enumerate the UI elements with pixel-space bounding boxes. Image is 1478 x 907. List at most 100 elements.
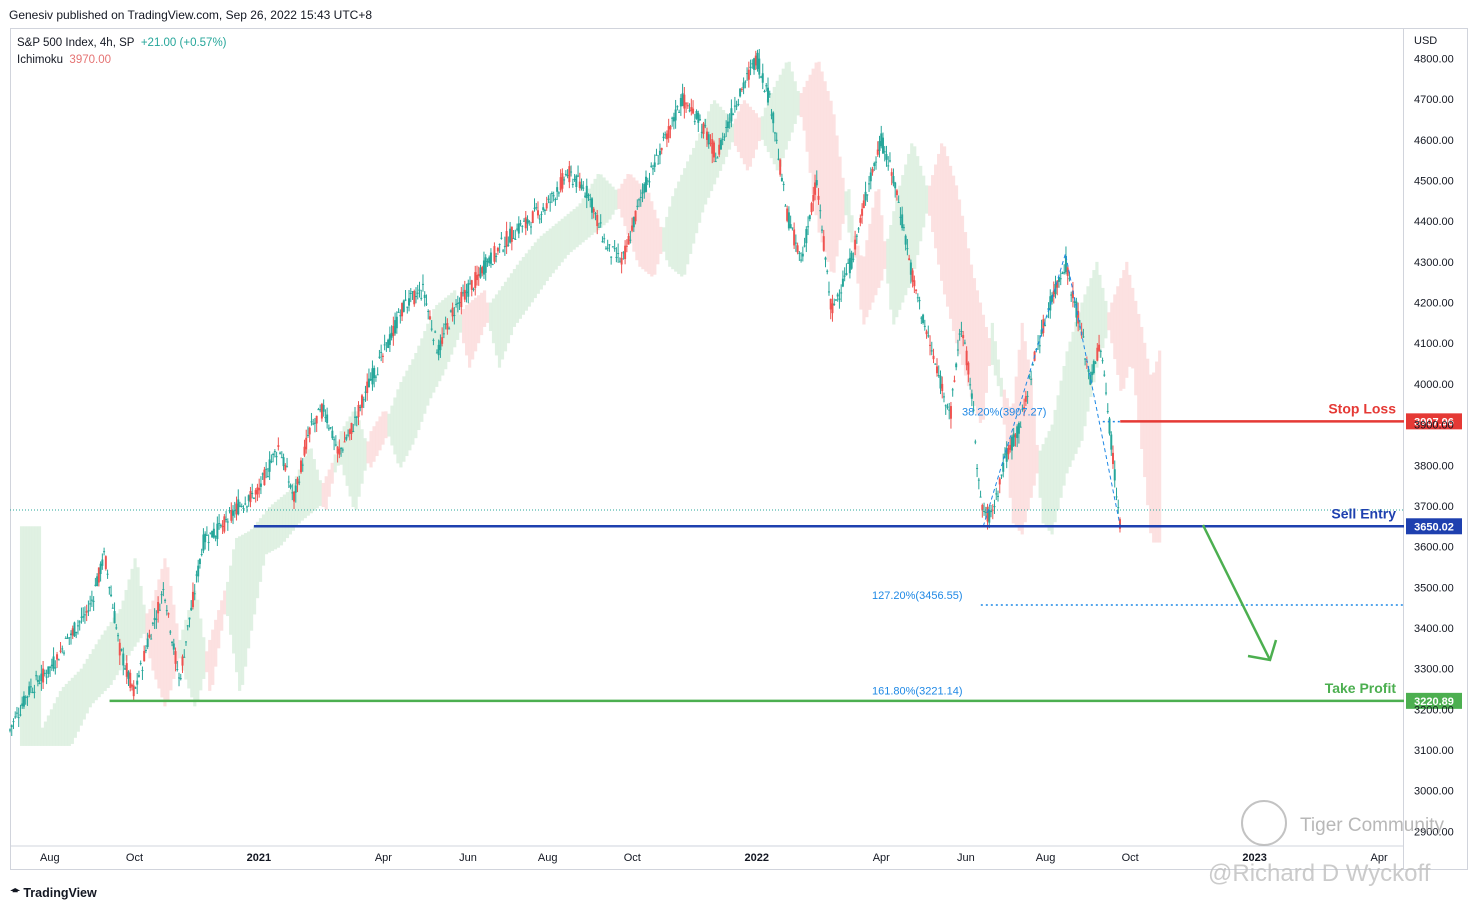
cloud-segment (808, 74, 812, 173)
cloud-segment (769, 93, 773, 159)
candle-body (909, 262, 912, 275)
candle-body (672, 117, 675, 122)
cloud-segment (530, 246, 534, 303)
cloud-segment (781, 68, 785, 159)
cloud-segment (695, 140, 699, 234)
cloud-segment (22, 526, 27, 746)
cloud-segment (297, 469, 301, 524)
candle-body (850, 252, 853, 269)
candle-body (463, 289, 466, 300)
candle-body (704, 125, 707, 127)
candle-body (826, 270, 829, 272)
cloud-segment (357, 420, 361, 497)
candle-body (812, 194, 815, 202)
candle-body (658, 150, 661, 156)
cloud-segment (485, 302, 490, 323)
candle-body (352, 430, 355, 432)
cloud-segment (435, 304, 439, 387)
candle-body (880, 133, 883, 147)
candle-body (721, 138, 724, 140)
cloud-segment (58, 691, 62, 746)
candle-body (859, 217, 862, 223)
cloud-segment (1146, 358, 1150, 506)
candle-body (645, 176, 648, 192)
candle-body (218, 523, 221, 525)
candle-body (930, 350, 933, 352)
candle-body (17, 717, 20, 719)
candle-body (899, 216, 902, 218)
candle-body (937, 374, 940, 376)
cloud-segment (258, 518, 263, 582)
candle-body (395, 316, 398, 329)
candle-body (19, 714, 22, 716)
cloud-segment (1062, 366, 1066, 486)
cloud-segment (539, 235, 543, 290)
cloud-segment (306, 449, 310, 516)
cloud-segment (1152, 372, 1156, 543)
candle-body (632, 216, 635, 228)
candle-body (620, 258, 623, 265)
candle-body (740, 88, 743, 90)
cloud-segment (629, 174, 633, 244)
candle-body (800, 259, 803, 261)
cloud-segment (52, 703, 57, 746)
cloud-segment (184, 619, 188, 680)
candle-body (491, 264, 494, 266)
candle-body (287, 481, 290, 483)
cloud-segment (832, 114, 836, 273)
tradingview-logo-icon: 🠽 (10, 883, 20, 898)
cloud-segment (948, 165, 953, 319)
candle-body (803, 245, 806, 247)
candle-body (848, 257, 851, 274)
cloud-segment (850, 215, 854, 243)
cloud-segment (312, 459, 316, 511)
chart-legend: S&P 500 Index, 4h, SP +21.00 (+0.57%) Ic… (17, 35, 227, 69)
cloud-segment (506, 277, 511, 344)
candle-body (883, 151, 886, 153)
candle-body (172, 643, 175, 650)
candle-body (916, 297, 919, 299)
candle-body (40, 673, 43, 682)
cloud-segment (232, 549, 236, 654)
cloud-segment (1122, 270, 1126, 389)
x-tick-label: 2021 (247, 852, 271, 864)
price-axis[interactable] (1404, 28, 1468, 870)
candle-body (1117, 507, 1120, 509)
chart-pane[interactable] (10, 28, 1404, 870)
cloud-segment (405, 370, 409, 457)
cloud-segment (100, 634, 104, 695)
candle-body (103, 551, 106, 553)
candle-body (1005, 448, 1008, 462)
candle-body (535, 207, 538, 209)
candle-body (178, 677, 181, 679)
candle-body (991, 509, 994, 511)
candle-body (777, 158, 780, 160)
y-tick-label: 3200.00 (1414, 704, 1454, 716)
candle-body (303, 446, 306, 456)
candle-body (871, 168, 874, 173)
cloud-segment (46, 715, 51, 746)
candle-body (376, 374, 379, 376)
cloud-segment (945, 156, 950, 307)
cloud-segment (217, 610, 221, 649)
tradingview-logo[interactable]: 🠽 TradingView (10, 882, 97, 904)
candle-body (111, 607, 114, 609)
y-tick-label: 3300.00 (1414, 664, 1454, 676)
cloud-segment (665, 216, 669, 261)
candle-body (420, 297, 423, 299)
x-tick-label: Aug (1036, 852, 1056, 864)
candle-body (922, 314, 925, 323)
cloud-segment (1002, 389, 1006, 425)
candle-body (277, 445, 280, 447)
candle-body (101, 559, 104, 566)
candle-body (96, 576, 99, 587)
cloud-segment (1134, 300, 1138, 396)
candle-body (247, 495, 250, 501)
candle-body (505, 231, 508, 247)
candle-body (737, 103, 740, 105)
candle-body (171, 641, 174, 643)
cloud-segment (617, 188, 621, 209)
candle-body (442, 333, 445, 335)
cloud-segment (578, 203, 582, 245)
